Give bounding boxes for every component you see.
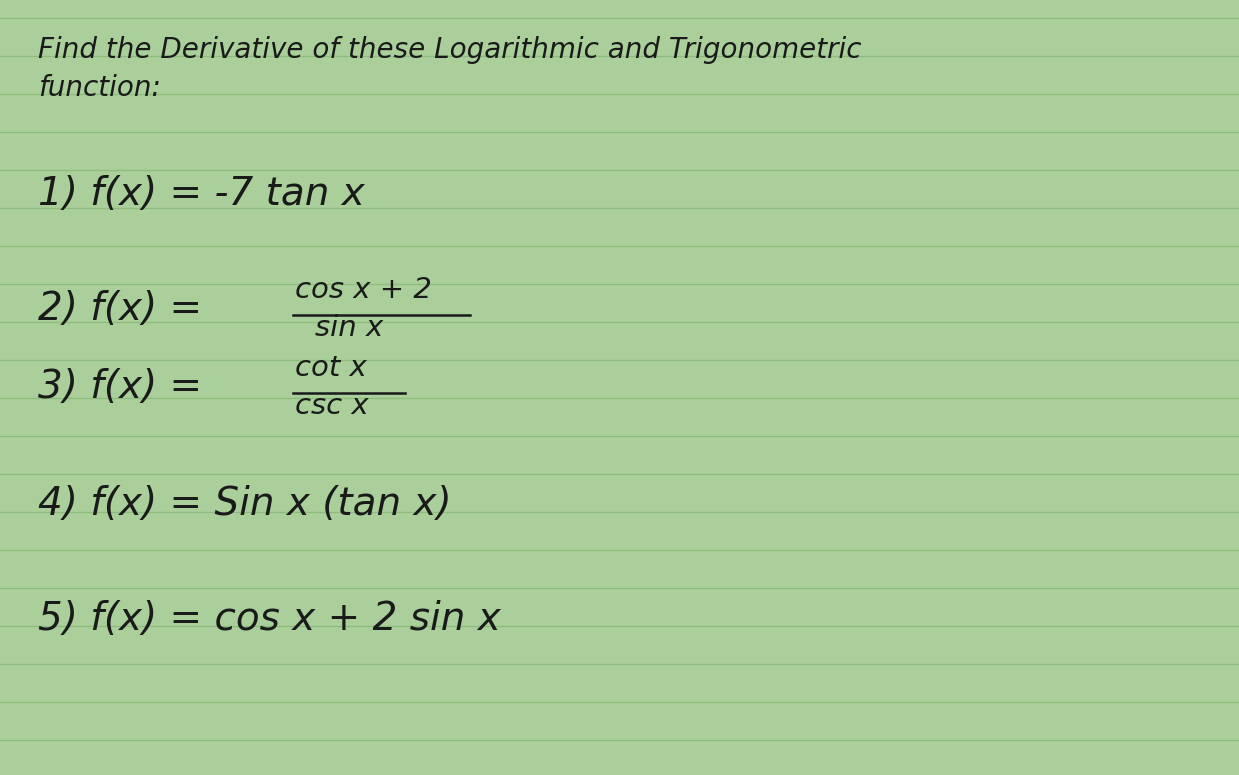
Text: 5) f(x) = cos x + 2 sin x: 5) f(x) = cos x + 2 sin x <box>38 600 501 638</box>
Text: cos x + 2: cos x + 2 <box>295 276 432 304</box>
Text: csc x: csc x <box>295 392 369 420</box>
Text: 1) f(x) = -7 tan x: 1) f(x) = -7 tan x <box>38 175 364 213</box>
Text: cot x: cot x <box>295 354 367 382</box>
Text: 3) f(x) =: 3) f(x) = <box>38 368 214 406</box>
Text: function:: function: <box>38 74 161 102</box>
Text: sin x: sin x <box>315 314 383 342</box>
Text: 2) f(x) =: 2) f(x) = <box>38 290 214 328</box>
Text: 4) f(x) = Sin x (tan x): 4) f(x) = Sin x (tan x) <box>38 485 452 523</box>
Text: Find the Derivative of these Logarithmic and Trigonometric: Find the Derivative of these Logarithmic… <box>38 36 861 64</box>
